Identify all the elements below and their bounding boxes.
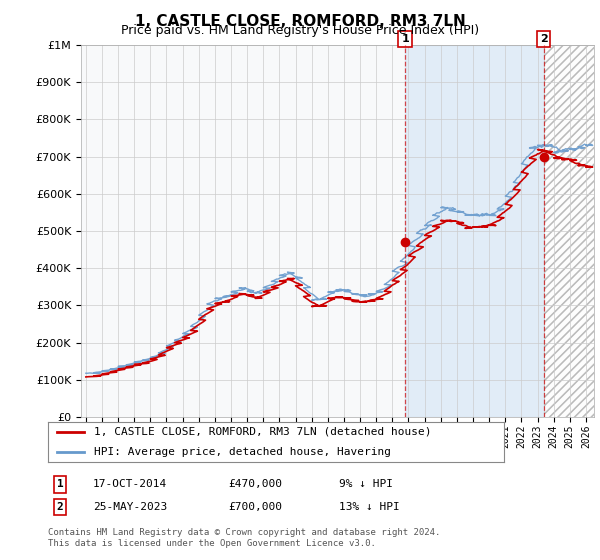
Bar (544, 45, 594, 417)
Text: £470,000: £470,000 (228, 479, 282, 489)
Text: 9% ↓ HPI: 9% ↓ HPI (339, 479, 393, 489)
Text: HPI: Average price, detached house, Havering: HPI: Average price, detached house, Have… (94, 447, 391, 457)
Text: 1, CASTLE CLOSE, ROMFORD, RM3 7LN (detached house): 1, CASTLE CLOSE, ROMFORD, RM3 7LN (detac… (94, 427, 431, 437)
Bar (405, 45, 544, 417)
Text: 17-OCT-2014: 17-OCT-2014 (93, 479, 167, 489)
Text: £700,000: £700,000 (228, 502, 282, 512)
Text: 1, CASTLE CLOSE, ROMFORD, RM3 7LN: 1, CASTLE CLOSE, ROMFORD, RM3 7LN (134, 14, 466, 29)
Text: 2: 2 (56, 502, 64, 512)
Text: 25-MAY-2023: 25-MAY-2023 (93, 502, 167, 512)
Text: Price paid vs. HM Land Registry's House Price Index (HPI): Price paid vs. HM Land Registry's House … (121, 24, 479, 37)
Bar (544, 45, 594, 417)
Text: Contains HM Land Registry data © Crown copyright and database right 2024.
This d: Contains HM Land Registry data © Crown c… (48, 528, 440, 548)
Text: 1: 1 (56, 479, 64, 489)
Text: 2: 2 (540, 34, 548, 44)
Text: 1: 1 (401, 34, 409, 44)
Text: 13% ↓ HPI: 13% ↓ HPI (339, 502, 400, 512)
